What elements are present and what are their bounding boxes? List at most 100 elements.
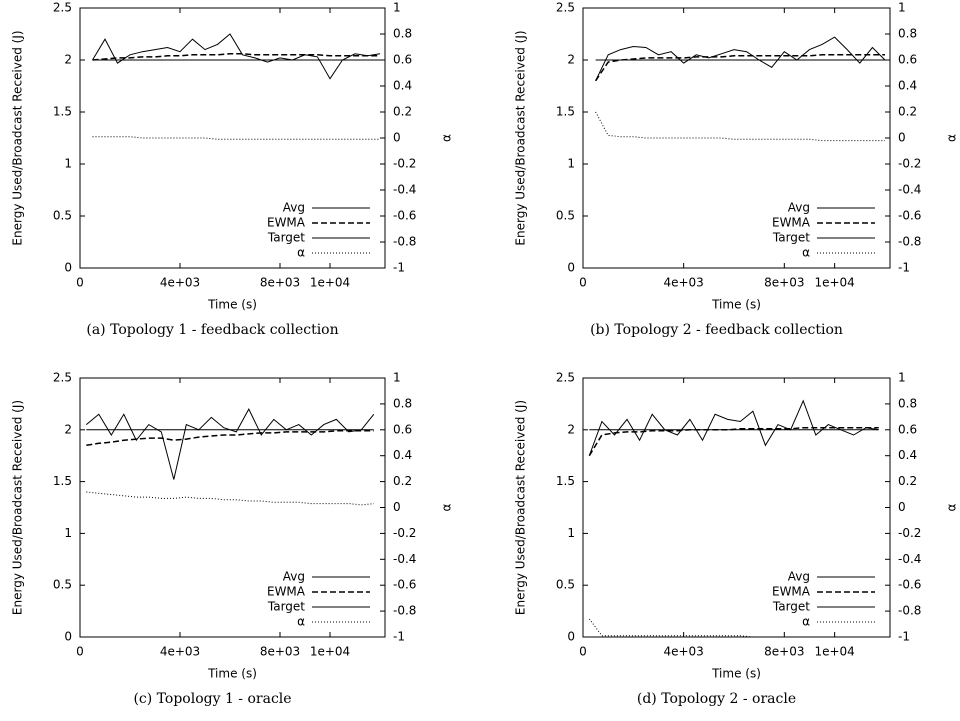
y2-tick-label: -0.4 [393, 183, 416, 197]
legend-label: α [297, 246, 305, 260]
legend-label: Avg [788, 570, 810, 584]
legend-label: Avg [788, 201, 810, 215]
x-axis-label: Time (s) [711, 298, 761, 312]
x-tick-label: 4e+03 [160, 276, 200, 290]
y2-tick-label: 0.8 [393, 396, 412, 410]
x-axis-label: Time (s) [207, 298, 257, 312]
y2-tick-label: -0.6 [898, 209, 921, 223]
y2-tick-label: -0.6 [393, 578, 416, 592]
y2-tick-label: 0.2 [898, 105, 917, 119]
y-tick-label: 2 [567, 422, 575, 436]
series-line [86, 430, 374, 447]
series-line [594, 54, 885, 82]
y-tick-label: 1.5 [556, 474, 575, 488]
y2-tick-label: 1 [898, 371, 906, 385]
x-tick-label: 8e+03 [260, 645, 300, 659]
y2-tick-label: -0.8 [898, 235, 921, 249]
x-tick-label: 4e+03 [160, 645, 200, 659]
y-tick-label: 1.5 [53, 474, 72, 488]
y2-axis-label: α [945, 503, 959, 511]
series-line [92, 136, 380, 140]
series-line [588, 399, 879, 456]
y-tick-label: 1 [64, 157, 72, 171]
y2-tick-label: -0.2 [898, 526, 921, 540]
y2-tick-label: 1 [393, 371, 401, 385]
y2-tick-label: 0.8 [393, 27, 412, 41]
y-tick-label: 0 [64, 261, 72, 275]
y2-tick-label: -0.8 [393, 604, 416, 618]
y-tick-label: 0 [64, 630, 72, 644]
y2-tick-label: 1 [898, 1, 906, 15]
y2-axis-label: α [440, 503, 454, 511]
y2-tick-label: -1 [898, 261, 910, 275]
legend-label: Avg [283, 201, 305, 215]
x-tick-label: 1e+04 [310, 645, 350, 659]
caption: (c) Topology 1 - oracle [133, 691, 291, 707]
x-tick-label: 0 [579, 645, 587, 659]
y2-tick-label: -0.2 [898, 157, 921, 171]
series-line [595, 36, 886, 82]
y2-tick-label: -0.4 [898, 183, 921, 197]
series-line [588, 426, 879, 457]
x-tick-label: 4e+03 [663, 645, 703, 659]
y2-tick-label: -0.6 [898, 578, 921, 592]
y2-tick-label: -0.8 [393, 235, 416, 249]
x-tick-label: 1e+04 [310, 276, 350, 290]
plot-frame [79, 377, 386, 638]
y2-tick-label: 0.8 [898, 396, 917, 410]
series-line [92, 53, 380, 61]
caption: (b) Topology 2 - feedback collection [590, 322, 843, 338]
legend-label: Target [267, 600, 305, 614]
y-tick-label: 0.5 [556, 578, 575, 592]
x-tick-label: 0 [579, 276, 587, 290]
y2-tick-label: -0.2 [393, 157, 416, 171]
y-tick-label: 0.5 [53, 209, 72, 223]
y-tick-label: 1 [64, 526, 72, 540]
y2-tick-label: -0.8 [898, 604, 921, 618]
y2-tick-label: 0.8 [898, 27, 917, 41]
y2-tick-label: 0.4 [898, 448, 917, 462]
y2-tick-label: -0.2 [393, 526, 416, 540]
y-tick-label: 1 [567, 157, 575, 171]
legend-label: Avg [283, 570, 305, 584]
y2-tick-label: 0 [393, 500, 401, 514]
y-tick-label: 0.5 [53, 578, 72, 592]
plot-frame [582, 377, 891, 638]
legend-label: α [802, 246, 810, 260]
y-tick-label: 1 [567, 526, 575, 540]
x-tick-label: 1e+04 [814, 645, 854, 659]
y2-tick-label: 0.2 [393, 474, 412, 488]
legend-label: Target [267, 231, 305, 245]
x-tick-label: 0 [76, 645, 84, 659]
y2-tick-label: 0.2 [393, 105, 412, 119]
y2-tick-label: -0.4 [393, 552, 416, 566]
legend-label: EWMA [772, 216, 811, 230]
y-tick-label: 2 [64, 422, 72, 436]
x-tick-label: 8e+03 [764, 276, 804, 290]
series-line [588, 618, 879, 638]
legend-label: Target [772, 600, 810, 614]
y-tick-label: 1.5 [53, 105, 72, 119]
x-axis-label: Time (s) [207, 667, 257, 681]
y2-tick-label: 0.6 [898, 53, 917, 67]
series-line [92, 33, 381, 80]
y-axis-label: Energy Used/Broadcast Received (J) [11, 30, 25, 245]
y2-tick-label: -0.6 [393, 209, 416, 223]
y-tick-label: 0 [567, 630, 575, 644]
y-tick-label: 0.5 [556, 209, 575, 223]
x-tick-label: 4e+03 [663, 276, 703, 290]
y2-tick-label: -1 [898, 630, 910, 644]
legend-label: EWMA [772, 585, 811, 599]
legend-label: α [297, 615, 305, 629]
y-tick-label: 2.5 [53, 371, 72, 385]
y2-tick-label: -1 [393, 630, 405, 644]
y2-tick-label: 0.4 [393, 79, 412, 93]
y2-tick-label: 0.6 [393, 422, 412, 436]
y-tick-label: 2 [64, 53, 72, 67]
series-line [595, 111, 885, 142]
y2-tick-label: 0.4 [898, 79, 917, 93]
x-tick-label: 1e+04 [814, 276, 854, 290]
legend-label: EWMA [267, 585, 306, 599]
y-tick-label: 2.5 [556, 371, 575, 385]
